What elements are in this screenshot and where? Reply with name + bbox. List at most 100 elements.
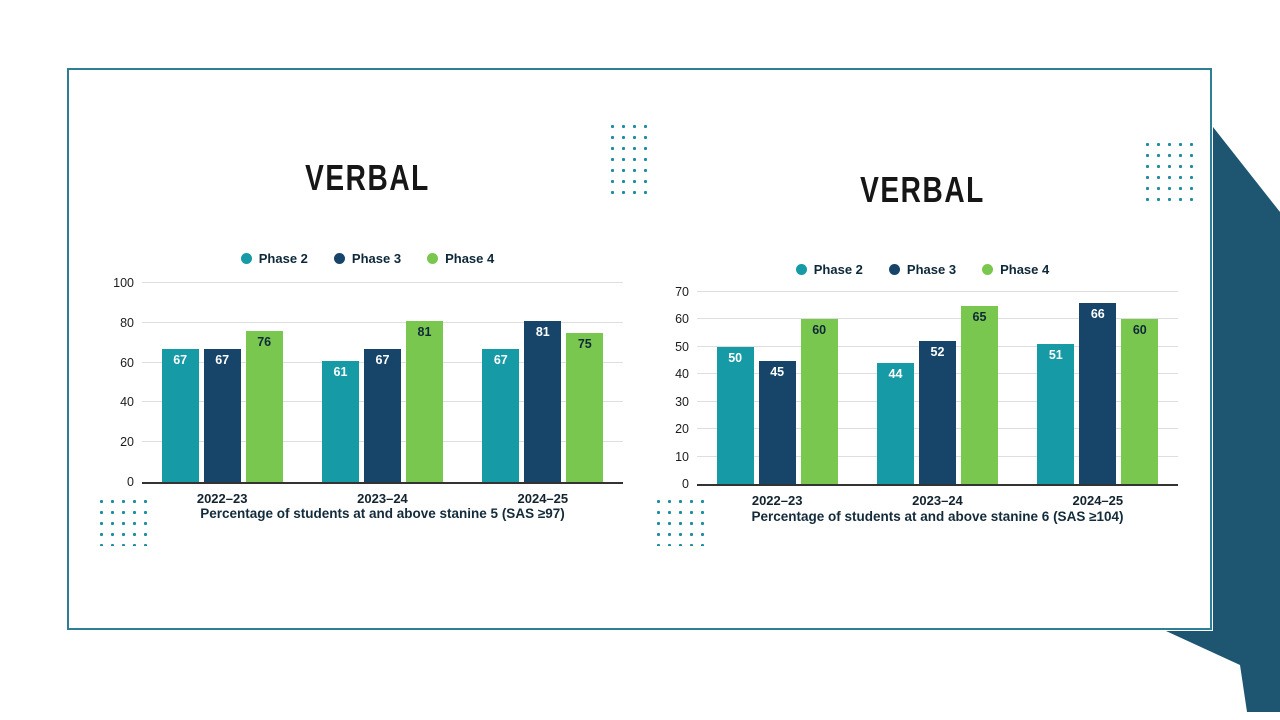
bar-phase-3: 81 [524,320,562,482]
x-category-label: 2023–24 [357,491,408,506]
y-tick-label: 50 [675,339,689,354]
bar-value-label: 81 [535,324,550,339]
bar-phase-3: 67 [363,348,401,482]
x-category-label: 2024–25 [1072,493,1124,508]
bar-value-label: 45 [770,364,785,379]
bar-phase-2: 67 [482,348,520,482]
x-axis: 2022–23 2023–24 2024–25 [142,484,623,506]
legend-label: Phase 4 [1000,262,1050,277]
bar-value-label: 51 [1048,348,1063,363]
bar-phase-3: 45 [758,360,796,484]
bar-groups: 50 45 60 44 52 65 51 66 60 [697,292,1178,484]
bar-value-label: 65 [972,309,987,324]
legend-item: Phase 2 [795,262,863,277]
y-tick-label: 0 [127,475,134,489]
legend-label: Phase 4 [445,251,495,266]
bar-group: 51 66 60 [1018,292,1178,484]
bar-value-label: 52 [930,345,945,360]
bar-phase-2: 44 [876,363,914,484]
bar-phase-2: 51 [1037,344,1075,484]
legend-label: Phase 3 [351,251,402,266]
gridline [697,318,1178,320]
chart-title: VERBAL [860,169,985,210]
legend-swatch [982,264,994,275]
bar-phase-4: 65 [960,305,998,484]
plot-area: 0 10 20 30 40 50 60 70 50 45 60 44 52 65 51 66 60 [675,285,1178,491]
y-tick-label: 20 [675,422,689,437]
x-axis-title: Percentage of students at and above stan… [751,509,1124,524]
bar-phase-2: 61 [321,360,359,482]
bar-phase-4: 81 [405,320,443,482]
bar-phase-4: 60 [1121,319,1159,484]
bar-value-label: 81 [417,324,432,339]
chart-legend: Phase 2 Phase 3 Phase 4 [95,251,640,266]
y-tick-label: 70 [675,285,689,299]
legend-item: Phase 3 [333,251,402,266]
y-tick-label: 40 [675,367,689,382]
dot-grid-decoration [607,121,653,194]
bar-chart: 0 10 20 30 40 50 60 70 50 45 60 44 52 65 51 66 60 2022–23… [655,285,1178,508]
legend-item: Phase 4 [427,251,494,266]
bar-phase-2: 50 [716,346,754,484]
chart-title: VERBAL [305,157,430,198]
y-tick-label: 100 [113,276,134,290]
legend-item: Phase 4 [982,262,1049,277]
bar-value-label: 67 [493,352,508,367]
chart-legend: Phase 2 Phase 3 Phase 4 [650,262,1195,277]
y-tick-label: 40 [120,395,134,410]
bar-value-label: 60 [812,323,827,338]
bar-phase-2: 67 [161,348,199,482]
x-category-label: 2023–24 [912,493,963,508]
bar-phase-3: 52 [918,341,956,484]
bar-value-label: 75 [577,336,592,351]
bar-value-label: 67 [173,352,188,367]
bar-value-label: 66 [1090,306,1105,321]
y-tick-label: 60 [120,355,134,370]
legend-label: Phase 2 [258,251,308,266]
bar-value-label: 60 [1132,323,1147,338]
gridline [142,282,623,283]
bar-group: 67 67 76 [142,283,302,482]
plot-area: 0 20 40 60 80 100 67 67 76 61 67 81 67 81 75 [113,276,623,489]
gridline [142,321,623,323]
dot-grid-decoration [653,496,705,546]
legend-swatch [888,264,900,275]
dot-grid-decoration [1142,139,1199,207]
y-tick-label: 20 [120,435,134,450]
legend-label: Phase 2 [813,262,863,277]
dot-grid-decoration [96,496,148,546]
bar-value-label: 44 [888,367,903,382]
legend-item: Phase 2 [240,251,308,266]
legend-swatch [333,253,345,264]
bar-group: 61 67 81 [302,283,462,482]
bar-groups: 67 67 76 61 67 81 67 81 75 [142,283,623,482]
bar-value-label: 76 [257,334,272,349]
legend-item: Phase 3 [888,262,956,277]
bar-group: 44 52 65 [857,292,1017,484]
bar-phase-4: 60 [800,319,838,484]
y-tick-label: 10 [675,449,689,464]
x-category-label: 2024–25 [517,491,569,506]
bar-phase-4: 76 [245,330,283,482]
bar-phase-3: 66 [1079,302,1117,484]
bar-value-label: 61 [333,364,348,379]
x-category-label: 2022–23 [751,493,803,508]
y-tick-label: 80 [120,315,134,330]
bar-phase-3: 67 [203,348,241,482]
gridline [697,291,1178,292]
bar-value-label: 50 [728,350,743,365]
y-tick-label: 60 [675,312,689,327]
legend-swatch [795,264,807,275]
x-axis: 2022–23 2023–24 2024–25 [697,486,1178,508]
bar-value-label: 67 [375,352,390,367]
bar-phase-4: 75 [566,332,604,482]
legend-swatch [240,253,252,264]
x-axis-title: Percentage of students at and above stan… [200,506,565,521]
bar-group: 67 81 75 [463,283,623,482]
y-tick-label: 30 [675,394,689,409]
y-tick-label: 0 [682,477,689,491]
legend-swatch [427,253,439,264]
bar-value-label: 67 [215,352,230,367]
bar-group: 50 45 60 [697,292,857,484]
